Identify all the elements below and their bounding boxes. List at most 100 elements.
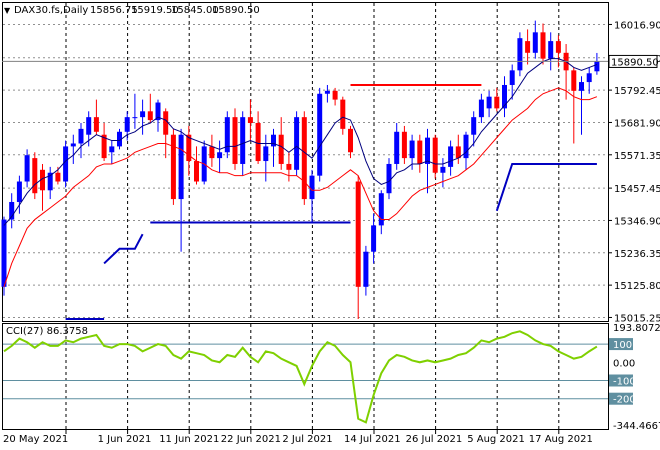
candle [502, 76, 507, 118]
date-tick-label: 20 May 2021 [3, 434, 68, 445]
candle-body [425, 137, 430, 164]
candle-body [240, 117, 246, 164]
candle-body [47, 172, 53, 191]
ohlc-high: 15919.50 [131, 5, 179, 16]
candle-body [186, 134, 192, 162]
candle [363, 245, 369, 296]
candle-body [309, 175, 315, 200]
candle [301, 111, 307, 205]
candle [586, 67, 592, 94]
candle-body [332, 90, 338, 100]
candle-body [109, 146, 115, 153]
ohlc-close: 15890.50 [212, 5, 260, 16]
cci-label: CCI(27) 86.3758 [6, 326, 88, 337]
candle-body [209, 146, 215, 159]
candle [386, 158, 392, 200]
candle-body [363, 251, 369, 287]
price-tick-label: 16016.90 [614, 20, 660, 31]
candle-body [132, 117, 138, 119]
candle [471, 111, 477, 147]
trailing-stop-segment [103, 233, 144, 265]
price-tick-label: 15457.45 [614, 184, 660, 195]
candle [32, 152, 38, 200]
trailing-stop-segment [495, 162, 597, 212]
candle-body [86, 117, 92, 135]
candle [163, 108, 169, 159]
candle-body [401, 131, 407, 159]
candle-body [178, 134, 184, 200]
last-price-tag: 15890.50 [608, 54, 659, 68]
candle [440, 158, 446, 188]
candle-body [555, 41, 561, 53]
candle [378, 190, 384, 235]
candle [432, 134, 438, 179]
candle [517, 32, 523, 77]
candle-body [394, 131, 400, 164]
candle [309, 169, 315, 223]
candle [548, 32, 554, 71]
candle-body [170, 134, 176, 200]
candle [232, 108, 238, 170]
price-tick-label: 15681.90 [614, 118, 660, 129]
candlestick-series [1, 20, 600, 319]
fast-moving-average-line [3, 58, 598, 226]
candle-body [140, 111, 146, 118]
candle [532, 20, 538, 59]
cci-line [3, 330, 598, 424]
candle [93, 99, 99, 135]
price-tick-label: 15125.80 [614, 281, 660, 292]
date-axis: 20 May 2021 1 Jun 2021 11 Jun 2021 22 Jun 2… [3, 430, 593, 445]
candle-body [371, 225, 377, 252]
candle [78, 123, 84, 159]
candle [117, 128, 122, 150]
candle-body [255, 123, 261, 162]
candle-body [263, 146, 269, 162]
candle [463, 131, 469, 170]
candle-body [378, 193, 384, 226]
candle [294, 111, 300, 176]
candle-body [247, 117, 253, 124]
candle [255, 111, 261, 164]
price-tick-label: 15792.45 [614, 86, 660, 97]
candle-body [586, 73, 592, 83]
candle [594, 52, 600, 75]
candle-body [32, 158, 38, 194]
cci-axis: 193.8072 100 0.00 -100 -200 -344.4667 [609, 323, 660, 432]
candle [555, 35, 561, 68]
candle [455, 134, 461, 164]
candle [579, 76, 584, 135]
date-tick-label: 11 Jun 2021 [159, 434, 219, 445]
candle-body [155, 102, 161, 121]
candle [217, 140, 223, 173]
candle [1, 216, 7, 296]
candle [317, 87, 323, 182]
candle-body [525, 41, 531, 53]
cci-tick-label: 0.00 [613, 358, 635, 369]
candle [340, 96, 346, 135]
candle-body [509, 70, 515, 85]
price-axis: 16016.9015903.0015792.4515681.9015571.35… [608, 20, 660, 324]
chart-header: ▼ DAX30.fs,Daily 15856.75 15919.50 15845… [4, 5, 260, 16]
candle [201, 140, 207, 185]
candle-body [579, 82, 584, 91]
candle [417, 134, 423, 173]
cci-level-tag [609, 392, 633, 405]
date-tick-label: 2 Jul 2021 [282, 434, 332, 445]
candle-body [286, 163, 292, 170]
candle-body [340, 99, 346, 129]
symbol-triangle-icon: ▼ [4, 6, 11, 15]
candle-body [117, 131, 122, 147]
candle-body [409, 140, 415, 159]
candle [224, 111, 230, 159]
last-price-label: 15890.50 [611, 57, 659, 68]
price-vertical-grid [65, 3, 560, 321]
candle-body [278, 134, 284, 164]
candle [525, 29, 531, 65]
price-panel-frame [2, 2, 609, 322]
candle [286, 152, 292, 182]
candle-body [317, 93, 323, 176]
candle-body [40, 169, 45, 191]
candle [448, 140, 454, 176]
candle [355, 175, 361, 319]
candle [140, 99, 146, 135]
